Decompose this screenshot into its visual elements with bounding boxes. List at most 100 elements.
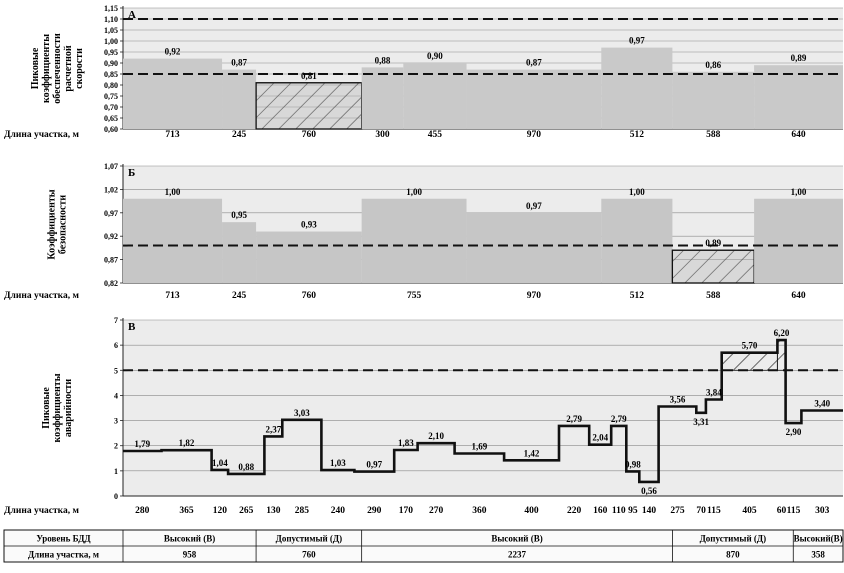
value-label: 2,79 [611, 414, 627, 424]
segment-length-label: 512 [630, 291, 645, 301]
panel-a-chart: 0,60 0,65 0,70 0,75 0,80 0,85 0,90 0,95 1,00 1,05… [4, 4, 843, 140]
hatched-segment-frame [255, 82, 363, 130]
segment-length-label: 303 [815, 506, 830, 516]
segment-length-label: 240 [331, 506, 346, 516]
segment-length-label: 365 [179, 506, 194, 516]
table-cell: 760 [302, 550, 316, 560]
value-label: 2,79 [566, 414, 582, 424]
value-label: 0,97 [526, 201, 542, 211]
length-row-label: Длина участка, м [4, 291, 80, 301]
plot-background [123, 320, 843, 496]
hatched-exceedance-area [721, 352, 778, 371]
segment-length-label: 360 [472, 506, 487, 516]
value-label: 0,97 [629, 36, 645, 46]
segment-length-label: 400 [524, 506, 539, 516]
y-tick-label: 4 [114, 391, 118, 400]
segment-length-label: 245 [232, 130, 247, 140]
segment-length-label: 115 [707, 506, 721, 516]
segment-length-label: 140 [642, 506, 657, 516]
value-label: 0,89 [791, 53, 807, 63]
value-label: 3,40 [814, 399, 830, 409]
segment-bar [601, 47, 673, 129]
value-label: 2,04 [592, 433, 608, 443]
segment-length-label: 588 [706, 130, 721, 140]
value-label: 1,69 [471, 442, 487, 452]
value-label: 0,87 [231, 58, 247, 68]
y-tick-label: 0,70 [104, 103, 118, 112]
value-label: 1,03 [330, 458, 346, 468]
segment-length-label: 160 [593, 506, 608, 516]
y-tick-label: 3 [114, 417, 118, 426]
segment-length-label: 270 [429, 506, 444, 516]
value-label: 5,70 [742, 341, 758, 351]
y-tick-label: 0,92 [104, 232, 118, 241]
y-tick-label: 0,87 [104, 256, 118, 265]
y-tick-label: 1,00 [104, 37, 118, 46]
segment-length-label: 170 [399, 506, 414, 516]
segment-length-label: 455 [428, 130, 443, 140]
segment-bar [466, 69, 602, 129]
segment-length-label: 110 [612, 506, 626, 516]
y-tick-label: 1,07 [104, 162, 118, 171]
segment-length-label: 275 [670, 506, 685, 516]
segment-length-label: 95 [628, 506, 638, 516]
length-row-label: Длина участка, м [4, 130, 80, 140]
panel-label: А [128, 9, 136, 21]
panel-b-chart: 0,82 0,87 0,92 0,97 1,02 1,07 1,00 0,95 0,93 1,00… [4, 162, 843, 301]
segment-bar [123, 198, 223, 283]
segment-length-label: 640 [791, 130, 806, 140]
segment-length-label: 405 [742, 506, 757, 516]
value-label: 1,00 [406, 187, 422, 197]
segment-length-label: 115 [787, 506, 801, 516]
segment-length-label: 512 [630, 130, 645, 140]
segment-length-label: 760 [302, 130, 317, 140]
value-label: 3,31 [693, 417, 709, 427]
segment-length-label: 120 [213, 506, 228, 516]
segment-bar [754, 198, 843, 283]
segment-length-label: 60 [777, 506, 787, 516]
segment-length-label: 280 [135, 506, 150, 516]
segment-length-label: 300 [375, 130, 390, 140]
y-tick-label: 1,15 [104, 4, 118, 13]
segment-bar [403, 63, 467, 129]
value-label: 0,93 [301, 220, 317, 230]
value-label: 1,04 [212, 458, 228, 468]
value-label: 1,00 [791, 187, 807, 197]
y-tick-label: 1,10 [104, 15, 118, 24]
value-label: 1,00 [629, 187, 645, 197]
segment-length-label: 588 [706, 291, 721, 301]
segment-length-label: 713 [165, 130, 180, 140]
segment-length-label: 130 [266, 506, 281, 516]
segment-length-label: 290 [367, 506, 382, 516]
value-label: 3,03 [294, 408, 310, 418]
y-tick-label: 6 [114, 341, 118, 350]
value-label: 0,90 [427, 51, 443, 61]
panel-label: Б [128, 167, 135, 179]
value-label: 0,88 [375, 55, 391, 65]
segment-bar [601, 198, 673, 283]
segment-length-label: 245 [232, 291, 247, 301]
segment-length-label: 220 [567, 506, 582, 516]
accident-rate-step-line [123, 338, 843, 484]
bdd-level-table: Уровень БДД Высокий (В) Допустимый (Д) Высо… [3, 529, 844, 563]
value-label: 0,97 [366, 460, 382, 470]
segment-bar [361, 67, 404, 129]
segment-bar [754, 65, 843, 129]
y-tick-label: 0,80 [104, 81, 118, 90]
value-label: 0,81 [301, 71, 317, 81]
table-row-header: Уровень БДД [36, 534, 91, 544]
value-label: 2,90 [786, 427, 802, 437]
segment-bar [256, 231, 362, 283]
segment-bar [123, 58, 223, 129]
y-tick-label: 7 [114, 316, 118, 325]
table-cell: Допустимый (Д) [700, 534, 766, 544]
value-label: 1,00 [165, 187, 181, 197]
value-label: 3,84 [706, 387, 722, 397]
y-tick-label: 0 [114, 492, 118, 501]
table-cell: 2237 [508, 550, 527, 560]
segment-bar [222, 69, 257, 129]
segment-bar [672, 71, 755, 129]
segment-bar [466, 212, 602, 283]
y-tick-label: 1,05 [104, 26, 118, 35]
